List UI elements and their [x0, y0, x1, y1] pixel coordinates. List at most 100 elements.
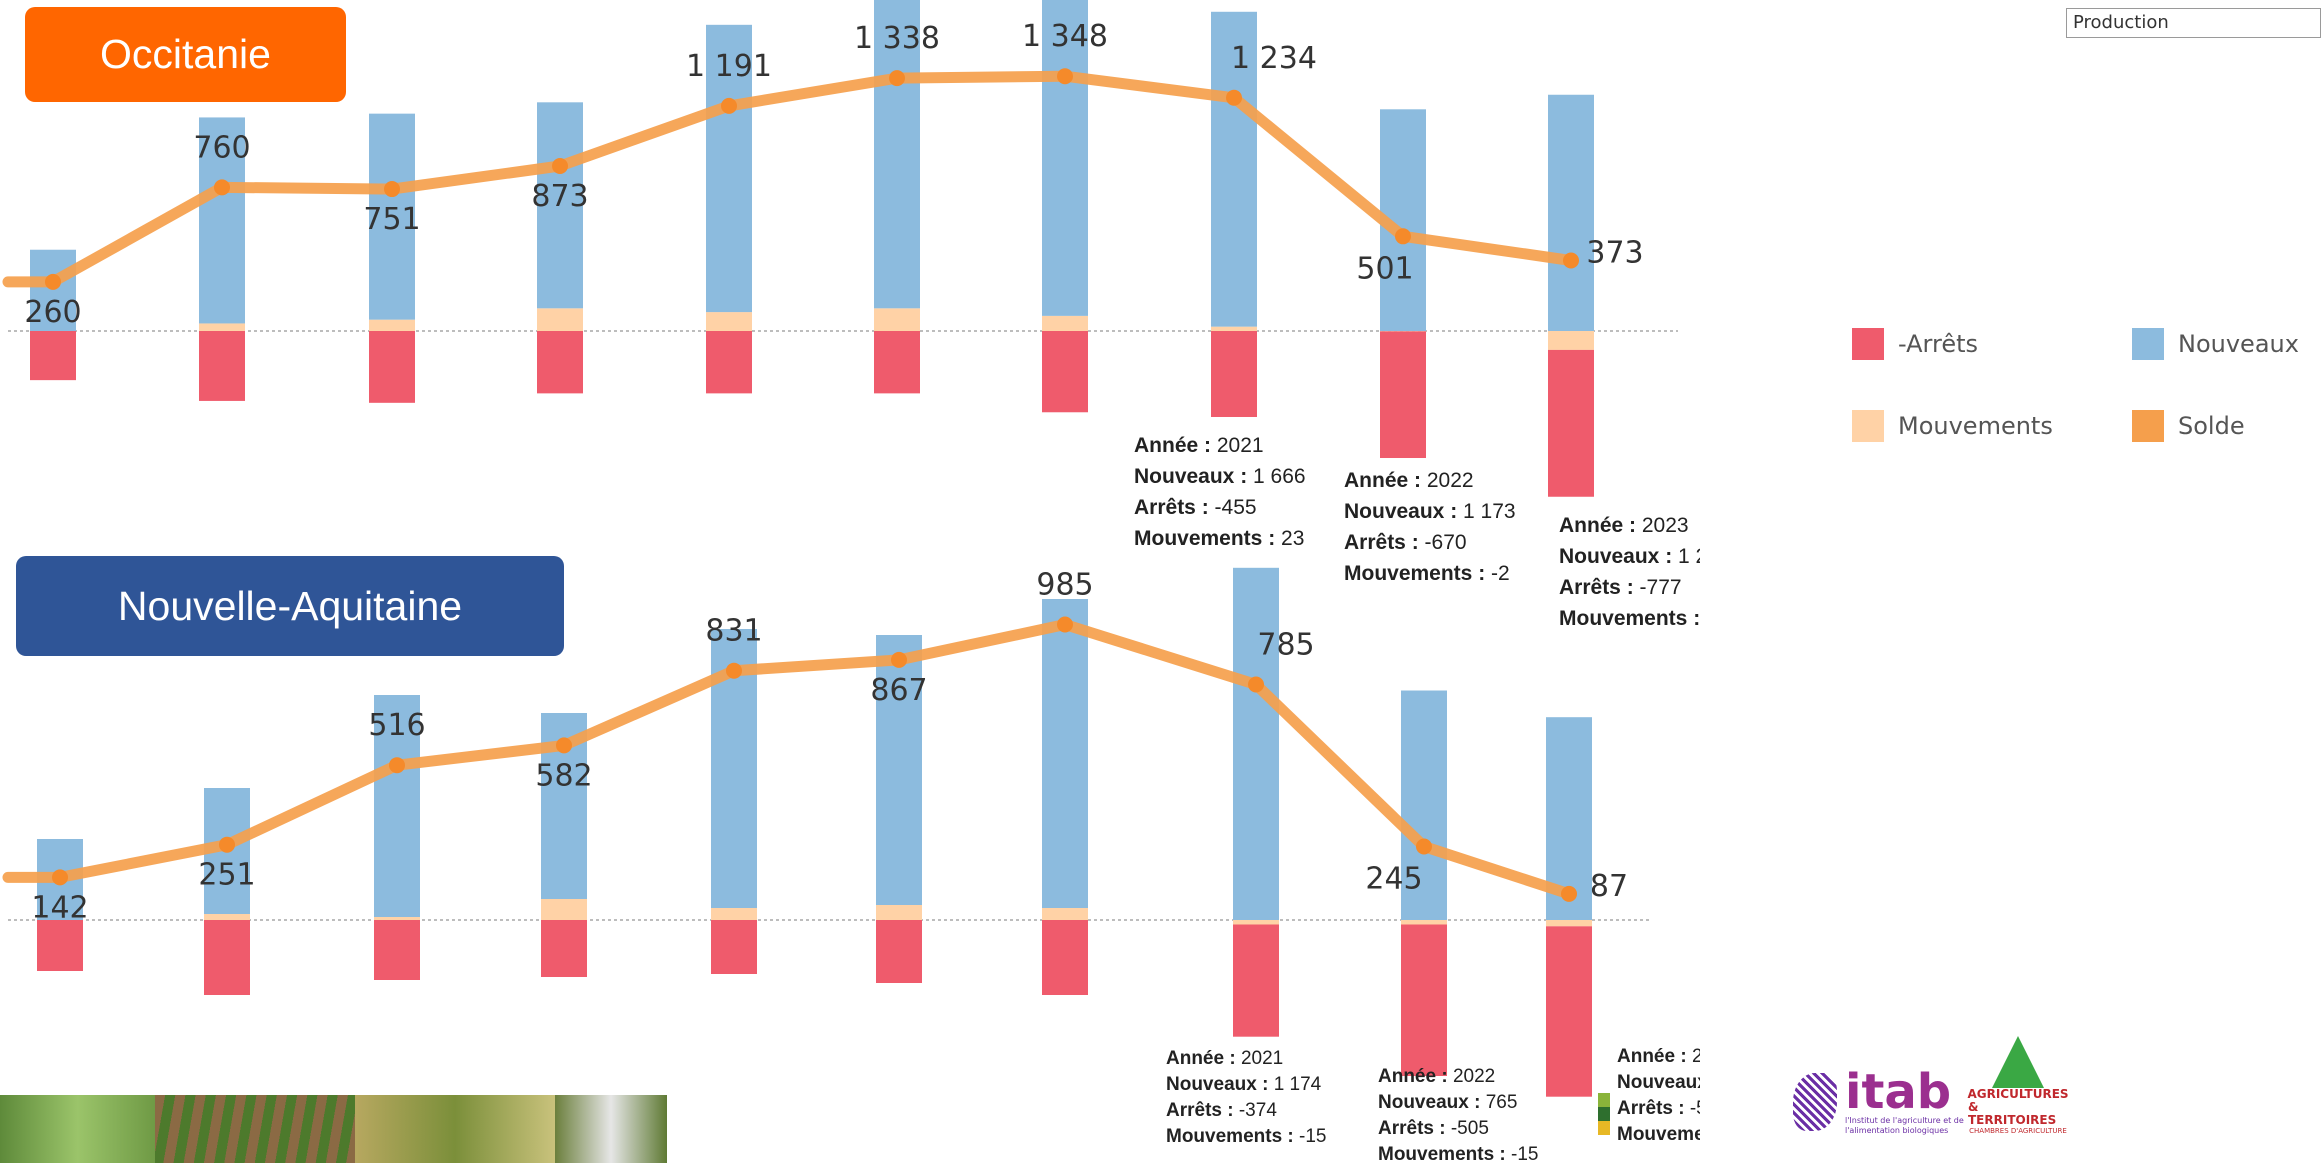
solde-point [45, 273, 61, 290]
legend-swatch-mouvements [1852, 410, 1884, 442]
solde-point [52, 869, 68, 886]
legend-item-solde[interactable]: Solde [2132, 410, 2245, 442]
bar-mouvements [706, 312, 752, 331]
solde-data-label: 867 [870, 673, 927, 708]
bar-arrets [711, 920, 757, 974]
tooltip-line: Arrêts : -505 [1378, 1118, 1489, 1139]
bar-mouvements [537, 308, 583, 331]
bar-nouveaux [1042, 0, 1088, 316]
solde-data-label: 1 191 [686, 49, 772, 84]
chambres-logo-line3: CHAMBRES D'AGRICULTURE [1969, 1127, 2067, 1135]
bar-mouvements [199, 323, 245, 331]
bar-nouveaux [1548, 94, 1594, 331]
solde-data-label: 87 [1590, 869, 1628, 904]
bar-arrets [199, 331, 245, 401]
bar-nouveaux [874, 0, 920, 309]
chambres-triangle-icon [1992, 1036, 2044, 1088]
solde-data-label: 831 [705, 614, 762, 649]
bar-mouvements [369, 319, 415, 331]
bar-mouvements [1548, 331, 1594, 350]
itab-logo: itab l'Institut de l'agriculture et de l… [1793, 1068, 1985, 1136]
bar-mouvements [1546, 920, 1592, 927]
solde-point [552, 158, 568, 175]
solde-point [384, 181, 400, 198]
solde-point [1563, 252, 1579, 269]
tooltip-line: Mouvements : -15 [1166, 1126, 1327, 1147]
tooltip-line: Arrêts : -568 [1617, 1098, 1700, 1119]
chambres-logo-line2: & TERRITOIRES [1968, 1100, 2057, 1127]
bar-arrets [1042, 331, 1088, 413]
tooltip-line: Nouveaux : 676 [1617, 1072, 1700, 1093]
bar-arrets [204, 920, 250, 995]
solde-point [1057, 616, 1073, 633]
solde-point [389, 757, 405, 774]
tooltip-line: Nouveaux : 1 250 [1559, 545, 1700, 568]
bar-nouveaux [1401, 690, 1447, 920]
tooltip-line: Année : 2022 [1378, 1066, 1495, 1087]
bar-mouvements [374, 917, 420, 920]
tooltip-line: Mouvements : -2 [1344, 562, 1510, 585]
activity-filter-select[interactable]: Production [2066, 8, 2321, 38]
solde-data-label: 1 234 [1231, 41, 1317, 76]
bar-mouvements [204, 914, 250, 920]
bar-mouvements [1401, 920, 1447, 925]
charts-canvas: 260 760 751 873 1 191 1 338 1 348 1 234 501 373 An… [2, 0, 1700, 1163]
tooltip-line: Mouvements : -21 [1617, 1124, 1700, 1145]
tooltip-line: Arrêts : -670 [1344, 531, 1467, 554]
tooltip-line: Nouveaux : 765 [1378, 1092, 1517, 1113]
bar-arrets [37, 920, 83, 971]
bar-nouveaux [199, 117, 245, 324]
bar-arrets [1233, 924, 1279, 1037]
solde-point [1248, 676, 1264, 693]
bar-mouvements [876, 905, 922, 920]
chart-title-occitanie: Occitanie [25, 7, 346, 102]
solde-data-label: 985 [1036, 568, 1093, 603]
tooltip-line: Année : 2022 [1344, 469, 1474, 492]
solde-point [1395, 228, 1411, 245]
bar-nouveaux [374, 695, 420, 917]
solde-point [1561, 885, 1577, 902]
tooltip-line: Année : 2023 [1559, 514, 1689, 537]
bar-arrets [874, 331, 920, 394]
bar-arrets [876, 920, 922, 983]
tooltip-line: Nouveaux : 1 174 [1166, 1074, 1322, 1095]
bar-mouvements [1042, 315, 1088, 331]
itab-logo-tagline: l'Institut de l'agriculture et de l'alim… [1845, 1116, 1964, 1135]
solde-point [219, 836, 235, 853]
tooltip-line: Arrêts : -455 [1134, 496, 1257, 519]
solde-point [891, 651, 907, 668]
legend-item-nouveaux[interactable]: Nouveaux [2132, 328, 2299, 360]
solde-data-label: 245 [1365, 862, 1422, 897]
solde-point [1416, 838, 1432, 855]
bar-mouvements [1233, 920, 1279, 925]
bar-mouvements [874, 308, 920, 331]
tooltip-line: Arrêts : -374 [1166, 1100, 1277, 1121]
solde-point [214, 179, 230, 196]
solde-data-label: 873 [531, 179, 588, 214]
bar-nouveaux [537, 102, 583, 309]
solde-point [726, 662, 742, 679]
chambres-logo-line1: AGRICULTURES [1967, 1087, 2069, 1101]
legend-swatch-nouveaux [2132, 328, 2164, 360]
bar-arrets [30, 331, 76, 381]
bar-nouveaux [1211, 11, 1257, 327]
solde-point [1226, 89, 1242, 106]
bar-arrets [541, 920, 587, 977]
tooltip-line: Année : 2021 [1134, 434, 1264, 457]
tooltip-line: Nouveaux : 1 666 [1134, 465, 1306, 488]
bar-arrets [1546, 926, 1592, 1097]
solde-point [889, 70, 905, 87]
bar-arrets [1548, 349, 1594, 497]
solde-data-label: 751 [363, 202, 420, 237]
bar-arrets [374, 920, 420, 980]
solde-data-label: 760 [193, 130, 250, 165]
legend-item-arrets[interactable]: -Arrêts [1852, 328, 1978, 360]
tooltip-line: Mouvements : 23 [1134, 527, 1304, 550]
chart-title-nouvelle-aquitaine: Nouvelle-Aquitaine [16, 556, 564, 656]
tooltip-line: Année : 2023 [1617, 1046, 1700, 1067]
bar-mouvements [1042, 908, 1088, 920]
bar-arrets [537, 331, 583, 394]
bar-arrets [1042, 920, 1088, 995]
legend-item-mouvements[interactable]: Mouvements [1852, 410, 2053, 442]
tooltip-line: Nouveaux : 1 173 [1344, 500, 1516, 523]
